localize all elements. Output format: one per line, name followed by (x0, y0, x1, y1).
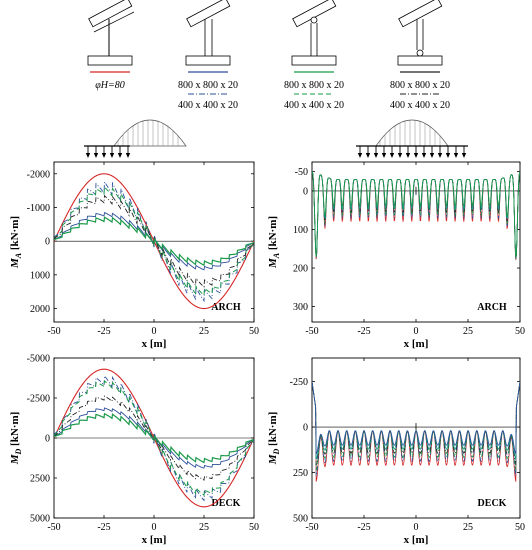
x-tick-label: -25 (357, 326, 370, 337)
curves (54, 173, 254, 310)
y-tick-label: 300 (293, 302, 308, 313)
x-tick-label: -50 (305, 522, 318, 533)
x-tick-label: -50 (47, 326, 60, 337)
panel-tag: DECK (478, 498, 507, 509)
legend-label-1: φH=80 (95, 80, 125, 91)
x-axis-label: x [m] (142, 338, 167, 350)
chart-panel-arch-left: -50 -25 0 25 50 -2000 -1000 0 1000 2000 x [m] MA [k… (9, 161, 259, 350)
schematic-3 (291, 0, 337, 66)
y-tick-label: 250 (293, 468, 308, 479)
chart-panel-arch-right: -50 -25 0 25 50 -50 0 100 200 300 x [m] MA [kN·m] AR… (267, 161, 525, 350)
x-tick-label: 50 (249, 326, 259, 337)
series-line (54, 374, 254, 502)
x-tick-label: 25 (463, 522, 473, 533)
schematic-4 (397, 0, 443, 66)
x-axis-label: x [m] (404, 338, 429, 350)
y-axis-label: MD [kN·m] (9, 412, 23, 466)
legend-sublabel-4: 400 x 400 x 20 (390, 100, 450, 111)
curves (312, 381, 520, 482)
x-tick-label: 0 (152, 522, 157, 533)
load-diagram-left (84, 119, 187, 158)
x-tick-label: 50 (515, 326, 525, 337)
y-tick-label: -50 (295, 167, 308, 178)
legend-sublabel-2: 400 x 400 x 20 (178, 100, 238, 111)
y-axis-label: MA [kN·m] (267, 216, 281, 269)
y-tick-label: 200 (293, 264, 308, 275)
y-tick-label: -2000 (27, 169, 50, 180)
x-tick-label: -25 (357, 522, 370, 533)
x-tick-label: -25 (97, 326, 110, 337)
series-line (54, 180, 254, 303)
legend-label-2: 800 x 800 x 20 (178, 80, 238, 91)
series-line (54, 216, 254, 267)
y-tick-label: 500 (293, 514, 308, 525)
x-tick-label: 0 (414, 326, 419, 337)
series-line (54, 194, 254, 288)
y-tick-label: 1000 (30, 270, 50, 281)
y-tick-label: -5000 (27, 354, 50, 365)
y-tick-label: -1000 (27, 203, 50, 214)
y-tick-label: 0 (45, 237, 50, 248)
x-axis-label: x [m] (142, 534, 167, 546)
x-tick-label: 0 (414, 522, 419, 533)
x-tick-label: 25 (199, 522, 209, 533)
y-axis-label: MD [kN·m] (267, 412, 281, 466)
panel-tag: DECK (212, 498, 241, 509)
y-tick-label: 2500 (30, 474, 50, 485)
schematic-1 (87, 0, 135, 66)
plot-frame (311, 161, 521, 323)
legend-label-3: 800 x 800 x 20 (284, 80, 344, 91)
series-line (312, 171, 520, 257)
legend-label-4: 800 x 800 x 20 (390, 80, 450, 91)
y-tick-label: 0 (303, 186, 308, 197)
schematic-2 (185, 0, 231, 66)
series-line (312, 381, 520, 460)
chart-panel-deck-left: -50 -25 0 25 50 -5000 -2500 0 2500 5000 x [m] MD [k… (9, 354, 259, 547)
curves (54, 368, 254, 508)
x-tick-label: -50 (47, 522, 60, 533)
y-tick-label: 2000 (30, 304, 50, 315)
x-tick-label: 25 (199, 326, 209, 337)
legend-sublabel-3: 400 x 400 x 20 (284, 100, 344, 111)
x-axis-label: x [m] (404, 534, 429, 546)
curves (312, 171, 520, 261)
x-tick-label: -25 (97, 522, 110, 533)
y-tick-label: 5000 (30, 514, 50, 525)
series-line (54, 186, 254, 297)
x-tick-label: 25 (463, 326, 473, 337)
y-tick-label: 100 (293, 225, 308, 236)
x-tick-label: -50 (305, 326, 318, 337)
series-line (312, 381, 520, 456)
load-diagram-right (356, 119, 468, 158)
series-line (312, 171, 520, 261)
x-tick-label: 50 (249, 522, 259, 533)
plot-frame (311, 357, 521, 519)
y-tick-label: -2500 (27, 394, 50, 405)
x-tick-label: 0 (152, 326, 157, 337)
y-tick-label: 0 (303, 423, 308, 434)
panel-tag: ARCH (211, 302, 241, 313)
legend: φH=80 800 x 800 x 20 400 x 400 x 20 800 … (90, 71, 450, 111)
y-tick-label: 0 (45, 434, 50, 445)
y-axis-label: MA [kN·m] (9, 216, 23, 269)
series-line (54, 412, 254, 464)
x-tick-label: 50 (515, 522, 525, 533)
y-tick-label: -250 (290, 377, 308, 388)
panel-tag: ARCH (477, 302, 507, 313)
